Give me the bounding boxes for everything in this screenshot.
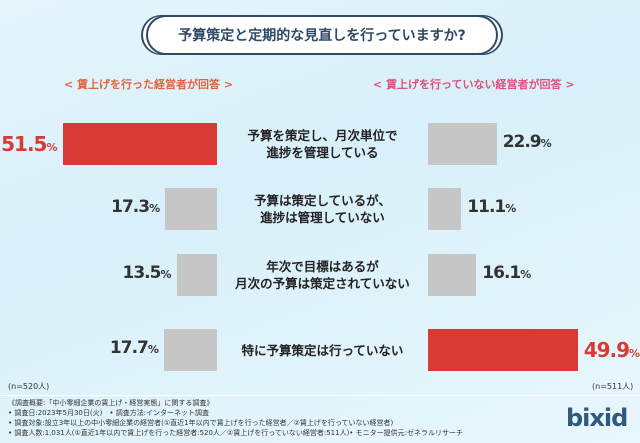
value-label: 17.3% (111, 197, 160, 217)
category-label: 年次で目標はあるが 月次の予算は策定されていない (235, 259, 410, 291)
value-label: 11.1% (467, 197, 516, 217)
right-bar (428, 254, 477, 296)
footnotes: 《調査概要:「中小零細企業の賃上げ・経営実態」に関する調査》 • 調査日:202… (8, 398, 463, 438)
legend-left-group: < 賃上げを行った経営者が回答 > (64, 78, 234, 91)
chart-title: 予算策定と定期的な見直しを行っていますか? (146, 15, 498, 55)
left-bar (163, 329, 217, 371)
value-label: 49.9% (583, 338, 640, 362)
divider (0, 395, 640, 396)
footnote: • 調査人数:1,031人(①直近1年以内で賃上げを行った経営者:520人／②賃… (8, 429, 464, 437)
value-label: 17.7% (109, 338, 159, 358)
category-label: 予算は策定しているが、 進捗は管理していない (254, 193, 391, 225)
category-label: 予算を策定し、月次単位で 進捗を管理している (247, 128, 398, 160)
right-bar (428, 329, 578, 371)
bixid-logo: bixid (566, 404, 628, 432)
value-label: 13.5% (122, 263, 172, 283)
footnote: 《調査概要:「中小零細企業の賃上げ・経営実態」に関する調査》 (8, 399, 214, 407)
value-label: 51.5% (1, 132, 57, 156)
sample-size-left: (n=520人) (8, 382, 50, 391)
left-bar (176, 254, 217, 296)
footnote: • 調査日:2023年5月30日(火) • 調査方法:インターネット調査 (8, 409, 210, 417)
sample-size-right: (n=511人) (592, 382, 634, 391)
value-label: 22.9% (502, 132, 552, 152)
left-bar (62, 123, 217, 165)
legend-right-group: < 賃上げを行っていない経営者が回答 > (373, 78, 575, 91)
right-bar (428, 188, 462, 230)
left-bar (165, 188, 217, 230)
right-bar (428, 123, 497, 165)
category-label: 特に予算策定は行っていない (241, 342, 404, 358)
footnote: • 調査対象:設立3年以上の中小零細企業の経営者(①直近1年以内で賃上げを行った… (8, 419, 394, 427)
value-label: 16.1% (482, 263, 531, 283)
